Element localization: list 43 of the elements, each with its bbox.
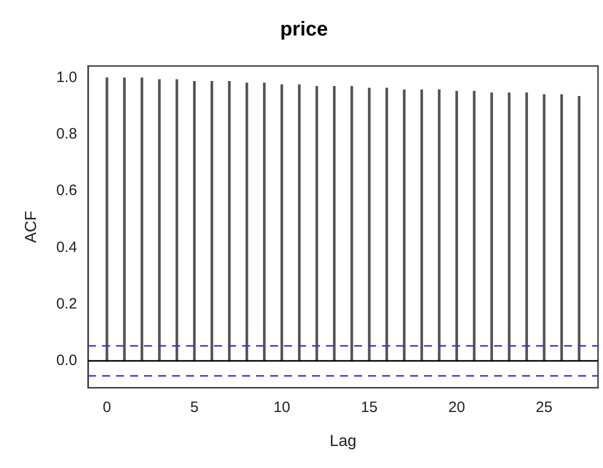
x-tick-label: 5 — [190, 398, 199, 416]
y-axis-title: ACF — [23, 210, 40, 243]
bar — [402, 89, 406, 362]
bar — [210, 80, 214, 362]
y-tick-label: 0.0 — [56, 352, 78, 370]
bar — [280, 84, 284, 362]
bar — [263, 82, 266, 362]
y-tick-label: 1.0 — [56, 69, 78, 86]
bar — [140, 78, 144, 362]
bar — [420, 89, 424, 362]
bar — [385, 88, 388, 362]
x-axis-title: Lag — [330, 432, 356, 450]
x-tick-label: 10 — [273, 398, 290, 416]
bar — [578, 96, 580, 362]
bar — [298, 84, 301, 362]
bar — [455, 90, 458, 362]
y-tick-label: 0.4 — [56, 238, 78, 256]
bar — [350, 86, 354, 362]
y-tick-label: 0.6 — [56, 182, 78, 200]
bar — [176, 79, 178, 362]
y-tick-label: 0.2 — [56, 295, 78, 312]
bar — [228, 80, 231, 362]
bar — [158, 79, 161, 362]
bar — [315, 86, 318, 362]
bar — [560, 94, 563, 362]
bar — [106, 78, 108, 362]
bar — [368, 88, 371, 362]
bar — [246, 82, 248, 362]
bar — [490, 92, 494, 362]
x-tick-label: 25 — [536, 398, 552, 416]
bar — [332, 86, 336, 362]
chart-title: price — [280, 18, 328, 41]
bar — [123, 78, 126, 362]
bar — [508, 92, 510, 362]
y-tick-label: 0.8 — [56, 126, 78, 143]
bar — [193, 80, 196, 362]
bar — [542, 94, 546, 362]
x-tick-label: 15 — [360, 398, 378, 416]
x-tick-label: 20 — [448, 398, 466, 416]
bar — [525, 92, 528, 362]
x-tick-label: 0 — [102, 398, 112, 416]
bar — [472, 90, 476, 362]
bar — [438, 89, 441, 362]
